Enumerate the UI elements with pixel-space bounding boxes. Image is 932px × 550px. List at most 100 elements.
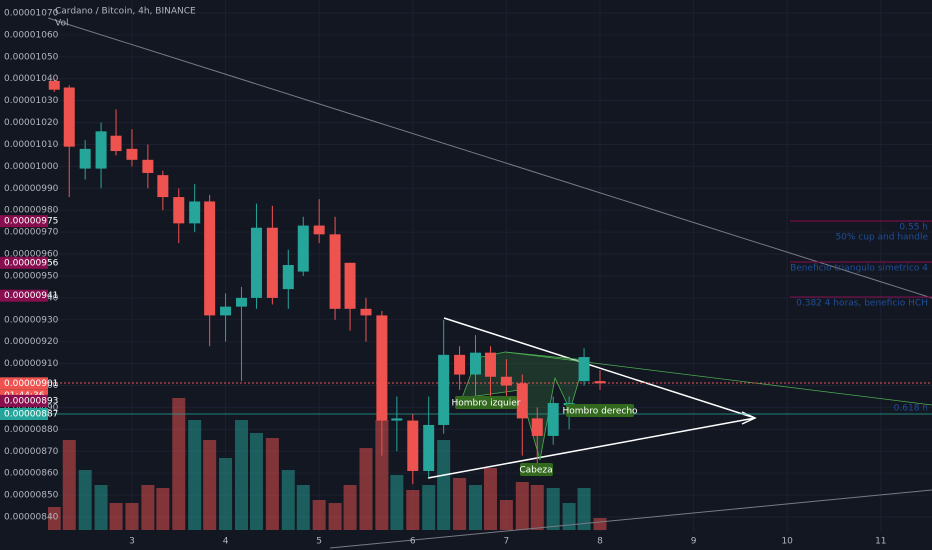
volume-bar — [62, 440, 76, 530]
y-tick-label: 0.00000870 — [4, 447, 59, 457]
volume-bar — [499, 500, 513, 530]
x-tick-label: 11 — [875, 537, 886, 547]
label-box — [520, 463, 553, 476]
candle-body — [235, 297, 247, 307]
volume-bar — [577, 488, 591, 530]
candle-body — [516, 383, 528, 419]
volume-bar — [141, 485, 155, 530]
x-tick-label: 8 — [597, 537, 603, 547]
annotation: Hombro izquier — [451, 399, 520, 409]
candle-body — [282, 265, 294, 290]
candle-body — [126, 148, 138, 160]
annotation: 50% cup and handle — [835, 233, 928, 243]
volume-bar — [593, 518, 607, 530]
volume-bar — [296, 485, 310, 530]
volume-bar — [94, 485, 108, 530]
x-tick-label: 4 — [223, 537, 229, 547]
label-box — [566, 404, 634, 417]
x-tick-label: 10 — [781, 537, 793, 547]
volume-bar — [468, 485, 482, 530]
price-tag — [0, 215, 48, 228]
y-tick-label: 0.00000970 — [4, 228, 59, 238]
y-tick-label: 0.00001040 — [4, 74, 59, 84]
volume-bar — [359, 448, 373, 530]
y-tick-label: 0.00000920 — [4, 337, 59, 347]
y-tick-label: 0.00000930 — [4, 315, 59, 325]
candle-body — [360, 308, 372, 316]
annotation: Beneficio triangulo simetrico 4 — [790, 264, 928, 274]
y-tick-label: 0.00000980 — [4, 206, 59, 216]
axes: 0.00001070 0.00001060 0.00001050 0.00001040… — [0, 9, 887, 547]
candle-body — [48, 80, 60, 90]
label-box — [455, 396, 517, 409]
y-tick-label: 0.00001070 — [4, 9, 59, 19]
triangle-line — [427, 417, 756, 479]
y-tick-label: 0.00000850 — [4, 491, 59, 501]
y-tick-label: 0.00000860 — [4, 469, 59, 479]
volume-bar — [156, 488, 170, 530]
candle-body — [578, 357, 590, 382]
candle-body — [344, 262, 356, 309]
candle-body — [173, 197, 185, 224]
y-tick-label: 0.00000890 — [4, 403, 59, 413]
candle-body — [204, 201, 216, 316]
annotation: Hombro derecho — [562, 407, 638, 417]
y-tick-label: 0.00001060 — [4, 30, 59, 40]
candle-body — [423, 424, 435, 471]
annotation: Cabeza — [519, 466, 552, 476]
x-tick-label: 6 — [410, 537, 416, 547]
annotation: 0.55 h — [899, 223, 928, 233]
volume-bar — [265, 438, 279, 530]
candle-body — [329, 234, 341, 309]
y-tick-label: 0.00000950 — [4, 271, 59, 281]
y-tick-label: 0.00001010 — [4, 140, 59, 150]
volume-bar — [343, 485, 357, 530]
price-axis — [0, 0, 48, 550]
y-tick-label: 0.00001020 — [4, 118, 59, 128]
y-tick-label: 0.00000840 — [4, 513, 59, 523]
candle-body — [142, 159, 154, 173]
price-tag — [0, 256, 48, 269]
volume-bar — [375, 420, 389, 530]
volume-bar — [203, 440, 217, 530]
candle-body — [63, 87, 75, 147]
candle-body — [297, 225, 309, 272]
volume-bar — [546, 488, 560, 530]
candle-body — [95, 131, 107, 169]
x-tick-label: 7 — [504, 537, 510, 547]
chart-title: Cardano / Bitcoin, 4h, BINANCE — [55, 7, 196, 17]
y-tick-label: 0.00000910 — [4, 359, 59, 369]
triangle-line — [443, 317, 756, 419]
candle-body — [157, 175, 169, 198]
price-tag-label: 0.00000893 — [4, 396, 58, 406]
y-tick-label: 0.00000990 — [4, 184, 59, 194]
x-tick-label: 3 — [129, 537, 135, 547]
volume-bar — [562, 503, 576, 530]
price-tag-label: 0.00000956 — [4, 258, 59, 268]
trend-line — [47, 17, 932, 299]
y-tick-label: 0.00000880 — [4, 425, 59, 435]
price-tag-label: 0.00000901 — [4, 379, 58, 389]
volume-bar — [125, 503, 139, 530]
candle-body — [531, 418, 543, 436]
y-tick-label: 0.00001000 — [4, 162, 59, 172]
volume-bar — [328, 503, 342, 530]
price-tag-label: 0.00000887 — [4, 410, 58, 420]
volume-pane — [47, 398, 607, 530]
candle-body — [484, 352, 496, 377]
candle-body — [189, 201, 201, 224]
annotation: 0.382 4 horas, beneficio HCH — [796, 299, 928, 309]
volume-bar — [453, 478, 467, 530]
candle-body — [376, 315, 388, 421]
neckline — [504, 351, 932, 406]
price-tag-label: 0.00000941 — [4, 291, 58, 301]
candle-body — [266, 227, 278, 298]
volume-bar — [47, 507, 61, 530]
volume-bar — [109, 503, 123, 530]
candle-body — [220, 306, 232, 316]
candle-body — [79, 148, 91, 169]
volume-bar — [188, 420, 202, 530]
candle-body — [110, 135, 122, 152]
